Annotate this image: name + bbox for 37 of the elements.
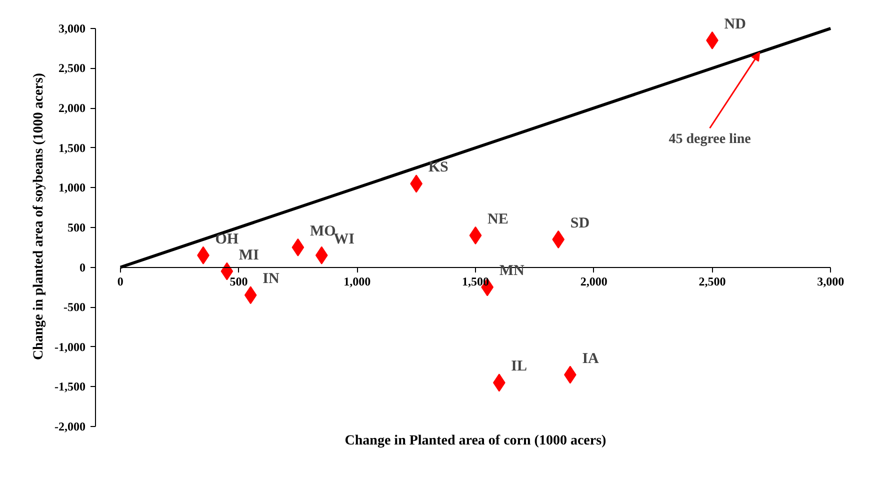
annotation: IL <box>511 358 528 375</box>
x-tick-label: 0 <box>117 274 124 288</box>
y-tick-label: 3,000 <box>58 21 86 36</box>
annotation: IA <box>582 350 600 367</box>
point <box>469 226 482 244</box>
x-tick-label: 1,000 <box>344 274 371 288</box>
y-tick-label: 2,000 <box>58 101 86 116</box>
x-tick-label: 500 <box>230 274 248 288</box>
y-tick-label: -500 <box>64 300 86 314</box>
y-tick-label: 0 <box>80 260 86 274</box>
y-tick-label: 500 <box>68 220 86 234</box>
y-tick-label: 1,000 <box>58 180 86 195</box>
annotation: MI <box>238 247 260 264</box>
point <box>315 246 328 264</box>
x-tick-label: 2,000 <box>580 274 608 288</box>
annotation: OH <box>215 231 239 248</box>
annotation: SD <box>570 215 590 232</box>
annotation: NE <box>488 211 508 228</box>
y-tick-label: -1,000 <box>54 340 86 354</box>
y-tick-label: 2,500 <box>58 61 86 76</box>
annotation: MO <box>310 223 336 240</box>
x-axis-title: Change in Planted area of corn (1000 acers) <box>344 434 607 448</box>
annotation: KS <box>428 160 448 176</box>
x-tick-label: 3,000 <box>817 274 844 288</box>
y-axis-title: Change in planted area of soybeans (1000 acers) <box>32 72 47 360</box>
y-tick-label: -1,500 <box>54 380 86 394</box>
point <box>244 286 257 304</box>
annotation: WI <box>334 231 355 248</box>
y-tick-label: 1,500 <box>58 140 86 155</box>
annotation: IN <box>262 271 280 288</box>
annotation: MN <box>499 263 524 280</box>
x-tick-label: 2,500 <box>698 274 726 288</box>
annotation: ND <box>724 16 746 32</box>
annotation: 45 degree line <box>668 132 751 148</box>
point <box>292 238 304 256</box>
point <box>552 230 565 248</box>
y-tick-label: -2,000 <box>54 420 86 434</box>
